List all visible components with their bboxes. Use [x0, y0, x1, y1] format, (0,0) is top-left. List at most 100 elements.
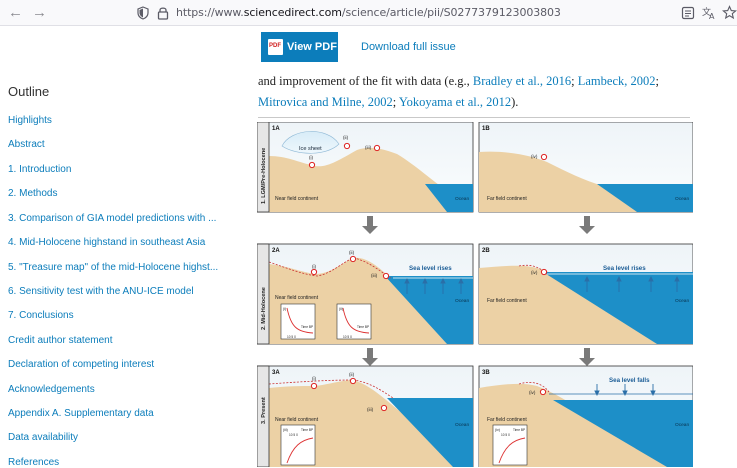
outline-item-declaration[interactable]: Declaration of competing interest — [8, 359, 155, 370]
row-label-band — [257, 122, 270, 213]
outline-item-references[interactable]: References — [8, 457, 60, 468]
pdf-icon: PDF — [268, 39, 283, 55]
outline-item-sensitivity[interactable]: 6. Sensitivity test with the ANU-ICE mod… — [8, 286, 194, 297]
citation-link[interactable]: Yokoyama et al., 2012 — [398, 95, 512, 109]
lock-icon[interactable] — [157, 6, 169, 20]
ocean-label: Ocean — [455, 298, 469, 304]
sea-level-rises-label: Sea level rises — [409, 265, 452, 272]
article-text: ; — [571, 74, 578, 88]
url-path: /science/article/pii/S0277379123003803 — [341, 6, 561, 19]
back-arrow-icon[interactable]: ← — [8, 4, 23, 21]
marker-label: (iv) — [529, 390, 536, 395]
time-axis-label: Time BP — [301, 325, 313, 329]
section-divider — [258, 117, 690, 118]
citation-link[interactable]: Lambeck, 2002 — [577, 74, 656, 88]
outline-item-appendix[interactable]: Appendix A. Supplementary data — [8, 408, 154, 419]
citation-link[interactable]: Mitrovica and Milne, 2002 — [258, 95, 393, 109]
translate-icon[interactable]: 文 A — [701, 5, 717, 21]
browser-toolbar: ← → https://www.sciencedirect.com/scienc… — [0, 0, 737, 26]
url-text[interactable]: https://www.sciencedirect.com/science/ar… — [176, 6, 561, 19]
time-ticks: 10 5 0 — [501, 433, 510, 437]
outline-item-highstand[interactable]: 4. Mid-Holocene highstand in southeast A… — [8, 237, 206, 248]
article-text: and improvement of the fit with data (e.… — [258, 74, 473, 88]
ocean-label: Ocean — [455, 422, 469, 428]
row-label: 2. Mid-Holocene — [261, 287, 267, 330]
outline-item-treasure-map[interactable]: 5. "Treasure map" of the mid-Holocene hi… — [8, 262, 219, 273]
time-axis-label: Time BP — [357, 325, 369, 329]
panel-label: 1B — [482, 126, 490, 132]
panel-1B — [478, 122, 693, 213]
view-pdf-label: View PDF — [287, 41, 337, 53]
near-field-label: Near field continent — [275, 196, 319, 202]
outline-item-highlights[interactable]: Highlights — [8, 115, 52, 126]
marker-label: (iii) — [367, 407, 374, 412]
svg-text:A: A — [709, 12, 715, 21]
panel-label: 1A — [272, 126, 280, 132]
outline-item-introduction[interactable]: 1. Introduction — [8, 164, 72, 175]
marker-label: (iv) — [531, 270, 538, 275]
panel-1A — [257, 122, 474, 213]
time-axis-label: Time BP — [301, 428, 313, 432]
marker-label: (iii) — [371, 273, 378, 278]
near-field-label: Near field continent — [275, 295, 319, 301]
row-label-band — [257, 365, 270, 467]
marker-label: (i) — [312, 264, 317, 269]
far-field-label: Far field continent — [487, 417, 527, 423]
time-ticks: 10 5 0 — [343, 335, 352, 339]
marker-label: (ii) — [349, 250, 355, 255]
row-label: 3. Present — [261, 397, 267, 424]
svg-text:文: 文 — [702, 6, 711, 18]
marker-label: (ii) — [343, 135, 349, 140]
panel-label: 3A — [272, 370, 280, 376]
outline-item-acknowledgements[interactable]: Acknowledgements — [8, 384, 95, 395]
marker-label: (i) — [309, 155, 314, 160]
ocean-label: Ocean — [455, 196, 469, 202]
ocean-label: Ocean — [675, 298, 689, 304]
panel-3B — [478, 365, 693, 467]
article-text: ; — [392, 95, 399, 109]
outline-title: Outline — [8, 84, 50, 99]
bookmark-star-icon[interactable] — [722, 5, 737, 20]
ice-sheet-label: Ice sheet — [299, 146, 322, 152]
address-bar[interactable]: https://www.sciencedirect.com/science/ar… — [122, 1, 737, 25]
far-field-label: Far field continent — [487, 196, 527, 202]
panel-3A — [257, 365, 474, 467]
url-host: sciencedirect.com — [243, 6, 342, 19]
marker-label: (ii) — [339, 307, 343, 311]
reader-view-icon[interactable] — [681, 6, 695, 20]
down-arrow-icon — [579, 348, 595, 366]
ocean-label: Ocean — [675, 196, 689, 202]
far-field-label: Far field continent — [487, 298, 527, 304]
outline-item-conclusions[interactable]: 7. Conclusions — [8, 310, 74, 321]
gia-schematic-figure[interactable]: 1. LGM/Pre-Holocene 1A Ice sheet (i) (ii… — [257, 122, 693, 467]
sea-level-rises-label: Sea level rises — [603, 265, 646, 272]
shield-icon[interactable] — [136, 6, 150, 20]
panel-label: 3B — [482, 370, 490, 376]
marker-label: (iii) — [365, 145, 372, 150]
down-arrow-icon — [362, 348, 378, 366]
citation-link[interactable]: Bradley et al., 2016 — [472, 74, 572, 88]
panel-2B — [478, 243, 693, 345]
time-ticks: 10 5 0 — [287, 335, 296, 339]
view-pdf-button[interactable]: PDF View PDF — [261, 32, 338, 62]
outline-item-methods[interactable]: 2. Methods — [8, 188, 58, 199]
article-text: ). — [511, 95, 519, 109]
marker-label: (ii) — [349, 372, 355, 377]
near-field-label: Near field continent — [275, 417, 319, 423]
time-axis-label: Time BP — [513, 428, 525, 432]
url-prefix: https://www. — [176, 6, 244, 19]
outline-item-data-availability[interactable]: Data availability — [8, 432, 79, 443]
marker-label: (iii) — [283, 428, 288, 432]
marker-label: (i) — [312, 376, 317, 381]
article-text: ; — [655, 74, 659, 88]
down-arrow-icon — [362, 216, 378, 234]
panel-label: 2B — [482, 248, 490, 254]
time-ticks: 10 5 0 — [289, 433, 298, 437]
outline-item-credit[interactable]: Credit author statement — [8, 335, 113, 346]
download-full-issue-link[interactable]: Download full issue — [361, 41, 456, 53]
outline-item-abstract[interactable]: Abstract — [8, 139, 45, 150]
ocean-label: Ocean — [675, 422, 689, 428]
forward-arrow-icon[interactable]: → — [32, 4, 47, 21]
marker-label: (iv) — [531, 154, 538, 159]
outline-item-comparison[interactable]: 3. Comparison of GIA model predictions w… — [8, 213, 217, 224]
